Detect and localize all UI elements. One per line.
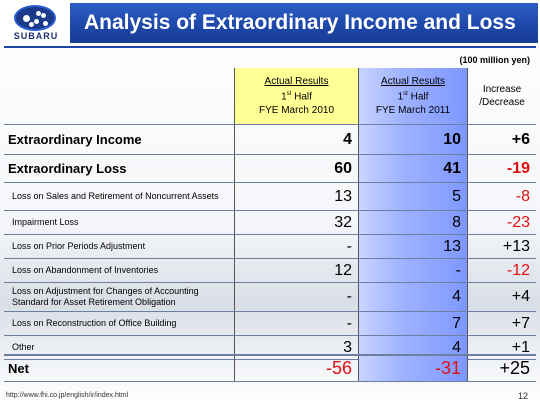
brand-name: SUBARU xyxy=(13,31,59,41)
row-label: Other xyxy=(12,342,35,352)
table-row-net: Net -56 -31 +25 xyxy=(4,354,536,382)
table-row: Loss on Reconstruction of Office Buildin… xyxy=(4,312,536,336)
column-header-2010-line3: FYE March 2010 xyxy=(258,104,335,116)
column-header-2010-line1: Actual Results xyxy=(264,76,329,88)
row-label: Extraordinary Loss xyxy=(8,161,127,176)
value-2010: - xyxy=(234,312,358,335)
value-2011: 5 xyxy=(358,183,467,210)
column-header-2010: Actual Results 1st Half FYE March 2010 xyxy=(234,68,358,124)
value-2011: 10 xyxy=(358,125,467,154)
value-2010: 32 xyxy=(234,211,358,234)
column-header-change: Increase /Decrease xyxy=(467,68,536,124)
pleiades-emblem-icon xyxy=(14,5,56,31)
unit-note: (100 million yen) xyxy=(459,55,530,65)
row-label: Loss on Prior Periods Adjustment xyxy=(12,241,146,251)
column-header-2011-line1: Actual Results xyxy=(381,76,445,88)
value-2011: 13 xyxy=(358,235,467,258)
table-row: Extraordinary Loss 60 41 -19 xyxy=(4,155,536,183)
row-label: Loss on Adjustment for Changes of Accoun… xyxy=(12,286,199,307)
value-change: +4 xyxy=(467,283,536,311)
value-change: +6 xyxy=(467,125,536,154)
column-header-change-line2: /Decrease xyxy=(479,97,525,108)
table-row: Loss on Prior Periods Adjustment - 13 +1… xyxy=(4,235,536,259)
column-header-2010-line2: 1st Half xyxy=(281,91,312,103)
header: SUBARU Analysis of Extraordinary Income … xyxy=(0,0,540,48)
value-2010: -56 xyxy=(234,356,358,381)
value-2010: 12 xyxy=(234,259,358,282)
row-label: Loss on Reconstruction of Office Buildin… xyxy=(12,318,177,328)
footer-url: http://www.fhi.co.jp/english/ir/index.ht… xyxy=(6,392,129,399)
value-2010: - xyxy=(234,235,358,258)
value-change: +25 xyxy=(467,356,536,381)
column-header-2011-line2: 1st Half xyxy=(397,91,429,103)
value-change: +13 xyxy=(467,235,536,258)
column-header-2011: Actual Results 1st Half FYE March 2011 xyxy=(358,68,467,124)
table-row: Other 3 4 +1 xyxy=(4,336,536,360)
value-change: -23 xyxy=(467,211,536,234)
value-change: +1 xyxy=(467,336,536,359)
header-empty-cell xyxy=(4,68,234,124)
table-header-row: Actual Results 1st Half FYE March 2010 A… xyxy=(4,68,536,125)
value-2011: 4 xyxy=(358,283,467,311)
row-label: Loss on Sales and Retirement of Noncurre… xyxy=(12,191,219,201)
value-change: -8 xyxy=(467,183,536,210)
value-change: -12 xyxy=(467,259,536,282)
page-title: Analysis of Extraordinary Income and Los… xyxy=(70,3,538,43)
subaru-logo: SUBARU xyxy=(4,4,68,44)
value-change: -19 xyxy=(467,155,536,182)
title-divider xyxy=(4,46,536,48)
table-row: Loss on Abandonment of Inventories 12 - … xyxy=(4,259,536,283)
value-2011: - xyxy=(358,259,467,282)
value-2010: 60 xyxy=(234,155,358,182)
row-label: Loss on Abandonment of Inventories xyxy=(12,265,159,275)
table-row: Loss on Sales and Retirement of Noncurre… xyxy=(4,183,536,211)
value-2010: 3 xyxy=(234,336,358,359)
column-header-change-line1: Increase xyxy=(482,84,522,95)
table-row: Extraordinary Income 4 10 +6 xyxy=(4,125,536,155)
value-2010: 13 xyxy=(234,183,358,210)
value-2010: - xyxy=(234,283,358,311)
row-label: Extraordinary Income xyxy=(8,132,142,147)
table-row: Loss on Adjustment for Changes of Accoun… xyxy=(4,283,536,312)
table-row: Impairment Loss 32 8 -23 xyxy=(4,211,536,235)
row-label: Net xyxy=(8,361,29,376)
column-header-2011-line3: FYE March 2011 xyxy=(375,104,451,116)
value-2011: 41 xyxy=(358,155,467,182)
page-number: 12 xyxy=(517,391,528,401)
value-change: +7 xyxy=(467,312,536,335)
value-2011: -31 xyxy=(358,356,467,381)
value-2011: 8 xyxy=(358,211,467,234)
row-label: Impairment Loss xyxy=(12,217,79,227)
value-2011: 4 xyxy=(358,336,467,359)
value-2010: 4 xyxy=(234,125,358,154)
value-2011: 7 xyxy=(358,312,467,335)
